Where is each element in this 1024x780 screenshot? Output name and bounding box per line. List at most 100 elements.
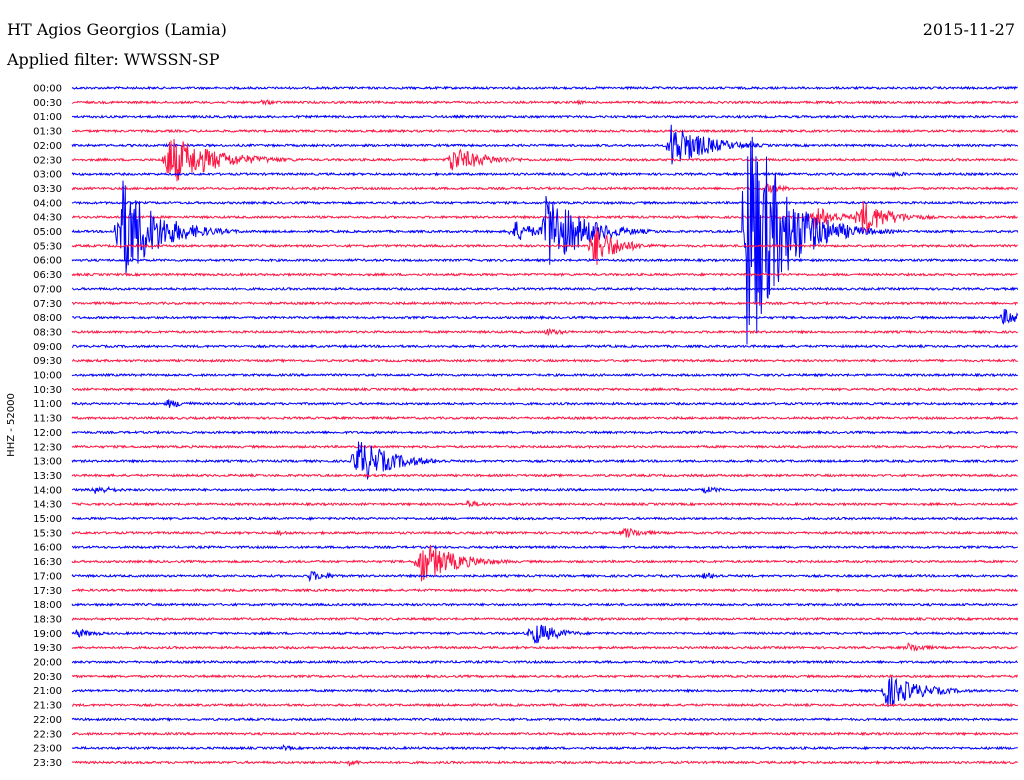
row-label: 17:00 [33, 571, 62, 582]
row-label: 14:00 [33, 485, 62, 496]
row-label: 12:00 [33, 428, 62, 439]
row-label: 16:00 [33, 543, 62, 554]
row-label: 08:30 [33, 327, 62, 338]
trace-line [71, 472, 1018, 479]
trace-line [71, 98, 1019, 106]
trace-line [71, 659, 1018, 665]
station-title: HT Agios Georgios (Lamia) [7, 20, 227, 39]
row-label: 02:30 [33, 155, 62, 166]
trace-line [71, 602, 1018, 608]
trace-line [71, 183, 1019, 194]
row-label: 16:30 [33, 557, 62, 568]
row-label: 18:30 [33, 614, 62, 625]
row-label: 14:30 [33, 500, 62, 511]
row-label: 07:30 [33, 299, 62, 310]
trace-line [71, 226, 1018, 265]
row-label: 20:30 [33, 672, 62, 683]
row-label: 19:30 [33, 643, 62, 654]
filter-label: Applied filter: WWSSN-SP [7, 50, 220, 69]
row-label: 18:00 [33, 600, 62, 611]
row-label: 13:00 [33, 457, 62, 468]
row-label: 07:00 [33, 284, 62, 295]
trace-line [71, 716, 1018, 722]
trace-line [71, 358, 1019, 364]
trace-line [71, 515, 1018, 521]
trace-line [71, 85, 1018, 91]
row-label: 04:00 [33, 198, 62, 209]
trace-line [71, 386, 1018, 392]
row-labels-group: 00:00 00:30 01:00 01:30 02:00 02:30 03:00 03:30… [33, 84, 62, 769]
trace-line [71, 744, 1018, 752]
row-label: 15:00 [33, 514, 62, 525]
trace-line [71, 616, 1019, 622]
row-label: 04:30 [33, 213, 62, 224]
trace-line [71, 673, 1019, 679]
trace-line [71, 642, 1018, 652]
row-label: 01:30 [33, 127, 62, 138]
trace-line [71, 759, 1018, 767]
traces-group [71, 85, 1019, 767]
row-label: 01:00 [33, 112, 62, 123]
row-label: 12:30 [33, 442, 62, 453]
trace-line [71, 138, 1018, 182]
trace-line [71, 200, 1019, 206]
trace-line [71, 308, 1019, 325]
row-label: 02:00 [33, 141, 62, 152]
y-axis-label: HHZ - 52000 [6, 393, 17, 457]
trace-line [71, 201, 1018, 233]
trace-line [71, 300, 1019, 306]
row-label: 15:30 [33, 528, 62, 539]
row-label: 03:00 [33, 170, 62, 181]
row-label: 00:30 [33, 98, 62, 109]
row-label: 23:30 [33, 758, 62, 769]
trace-line [71, 124, 1019, 165]
trace-line [71, 286, 1019, 292]
trace-line [71, 327, 1019, 337]
trace-line [71, 343, 1019, 349]
trace-line [71, 429, 1018, 436]
trace-line [71, 372, 1018, 378]
row-label: 22:30 [33, 729, 62, 740]
trace-line [71, 676, 1019, 708]
trace-line [71, 171, 1019, 178]
row-label: 11:30 [33, 414, 62, 425]
trace-line [71, 702, 1019, 708]
trace-line [71, 485, 1018, 494]
row-label: 13:30 [33, 471, 62, 482]
row-label: 22:00 [33, 715, 62, 726]
date-label: 2015-11-27 [922, 20, 1015, 39]
trace-line [71, 128, 1019, 134]
trace-line [71, 527, 1018, 539]
trace-line [71, 415, 1019, 421]
row-label: 11:00 [33, 399, 62, 410]
trace-line [71, 272, 1018, 278]
row-label: 08:00 [33, 313, 62, 324]
row-label: 06:00 [33, 256, 62, 267]
row-label: 20:00 [33, 658, 62, 669]
trace-line [71, 114, 1019, 120]
row-label: 17:30 [33, 586, 62, 597]
trace-line [71, 441, 1019, 481]
trace-line [71, 587, 1019, 593]
trace-line [71, 570, 1018, 583]
trace-line [71, 499, 1018, 508]
trace-line [71, 731, 1019, 737]
row-label: 23:00 [33, 744, 62, 755]
row-label: 19:00 [33, 629, 62, 640]
row-label: 00:00 [33, 84, 62, 95]
row-label: 09:30 [33, 356, 62, 367]
trace-line [71, 257, 1019, 263]
row-label: 05:30 [33, 241, 62, 252]
row-label: 21:30 [33, 701, 62, 712]
row-label: 10:00 [33, 371, 62, 382]
row-label: 06:30 [33, 270, 62, 281]
row-label: 03:30 [33, 184, 62, 195]
trace-line [71, 544, 1019, 582]
row-label: 10:30 [33, 385, 62, 396]
trace-line [71, 399, 1019, 408]
trace-line [71, 444, 1019, 450]
row-label: 05:00 [33, 227, 62, 238]
row-label: 09:00 [33, 342, 62, 353]
trace-line [71, 624, 1018, 644]
